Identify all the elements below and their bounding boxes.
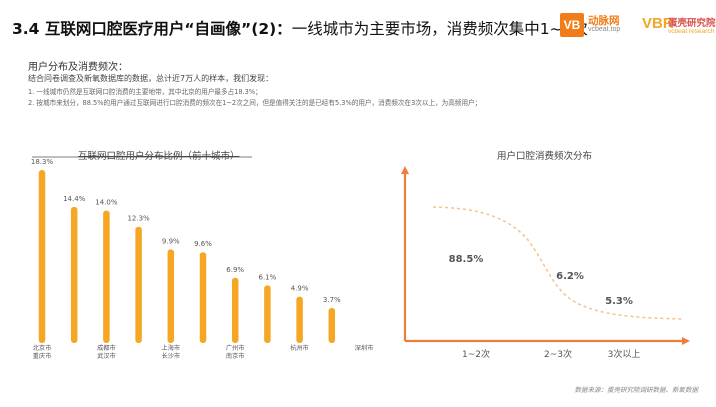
bar-value-label: 3.7% [323, 296, 341, 304]
bar-value-label: 6.9% [226, 266, 244, 274]
bar-value-label: 14.0% [95, 199, 118, 207]
bar-上海市 [167, 249, 175, 343]
header-logos: VB 动脉网 vcbeat.top VBR 蛋壳研究院 vcbeat resea… [560, 10, 716, 42]
vcbeat-logo-web: vcbeat.top [588, 26, 621, 33]
frequency-tick-label: 1~2次 [462, 348, 490, 360]
bar-tick-label: 上海市 [162, 344, 181, 352]
bar-tick-label: 北京市 [33, 344, 52, 352]
vcbeat-logo-name: 动脉网 [588, 15, 620, 27]
bar-长沙市 [199, 252, 207, 343]
frequency-curve [432, 206, 684, 320]
frequency-tick-label: 2~3次 [544, 348, 572, 360]
bar-value-label: 4.9% [291, 285, 309, 293]
vcbeat-logo: VB 动脉网 vcbeat.top [560, 13, 638, 39]
bar-value-label: 6.1% [259, 273, 277, 281]
bar-南京市 [264, 285, 271, 343]
bar-tick-label: 武汉市 [97, 352, 116, 360]
page-title: 3.4 互联网口腔医疗用户“自画像”(2)：一线城市为主要市场，消费频次集中1~… [12, 17, 588, 39]
bar-武汉市 [135, 226, 142, 343]
bar-深圳市 [328, 308, 336, 343]
vbr-logo: VBR 蛋壳研究院 vcbeat research [642, 13, 716, 39]
vbr-logo-name: 蛋壳研究院 [668, 18, 716, 29]
bar-value-label: 14.4% [63, 195, 86, 203]
bar-北京市 [38, 170, 46, 343]
bar-tick-label: 成都市 [97, 344, 116, 352]
vbr-logo-web: vcbeat research [668, 28, 715, 35]
bar-tick-label: 杭州市 [290, 344, 309, 352]
bar-tick-label: 广州市 [226, 344, 245, 352]
page-title-main: 3.4 互联网口腔医疗用户“自画像”(2)： [12, 20, 292, 38]
page-title-sub: 一线城市为主要市场，消费频次集中1~2次 [291, 20, 588, 38]
bar-tick-label: 深圳市 [355, 344, 374, 352]
bar-value-label: 9.6% [194, 240, 212, 248]
frequency-value-label: 88.5% [449, 254, 484, 265]
bar-value-label: 12.3% [127, 215, 150, 223]
bar-tick-label: 重庆市 [33, 352, 52, 360]
vcbeat-logo-mark: VB [560, 13, 584, 37]
bar-杭州市 [296, 296, 303, 343]
bar-广州市 [231, 277, 239, 343]
bar-tick-label: 南京市 [226, 352, 245, 360]
bar-tick-label: 长沙市 [162, 352, 181, 360]
bar-value-label: 18.3% [31, 158, 54, 166]
section-heading: 用户分布及消费频次： [28, 62, 128, 73]
finding-item-2: 2. 按城市来划分，88.5%的用户通过互联网进行口腔消费的频次在1~2次之间，… [28, 99, 482, 107]
frequency-value-label: 5.3% [605, 296, 633, 307]
bar-重庆市 [70, 206, 78, 343]
bar-chart-title: 互联网口腔用户分布比例（前十城市） [78, 151, 240, 162]
line-chart-title: 用户口腔消费频次分布 [497, 151, 593, 162]
data-source: 数据来源：蛋壳研究院调研数据、新氧数据 [574, 386, 699, 394]
frequency-tick-label: 3次以上 [608, 348, 641, 360]
section-intro: 结合问卷调查及新氧数据库的数据，总计近7万人的样本，我们发现： [28, 74, 274, 83]
vbr-logo-mark: VBR [642, 15, 674, 32]
bar-成都市 [103, 210, 110, 343]
frequency-value-label: 6.2% [556, 271, 584, 282]
finding-item-1: 1. 一线城市仍然是互联网口腔消费的主要地带，其中北京的用户最多占18.3%； [28, 88, 262, 96]
bar-value-label: 9.9% [162, 237, 180, 245]
